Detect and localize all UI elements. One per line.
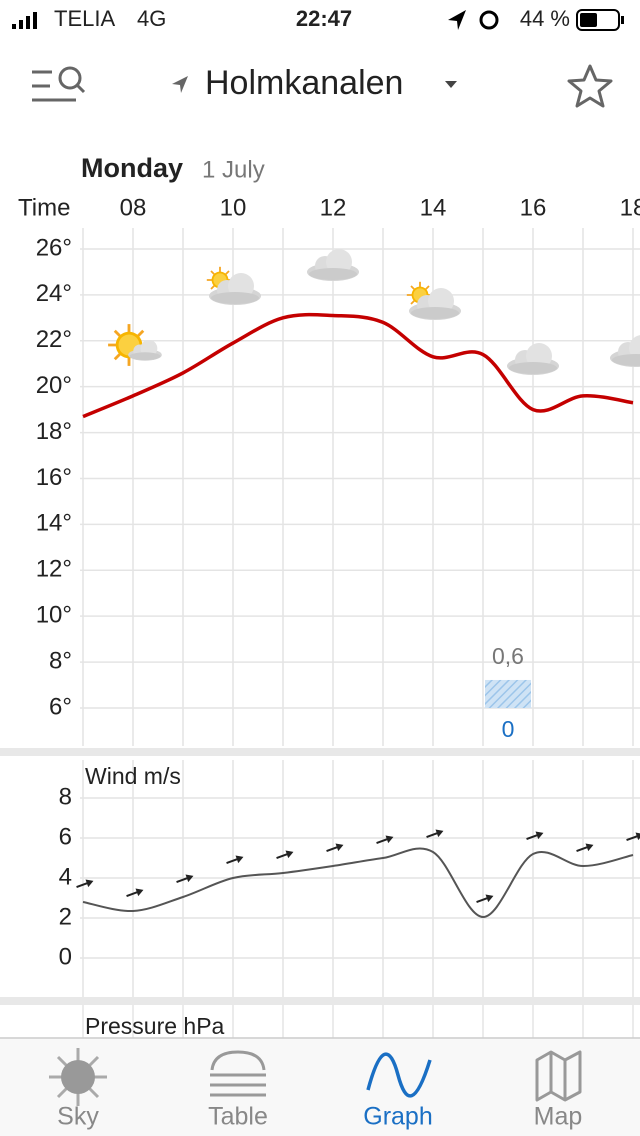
y-tick-label: 24°	[36, 280, 72, 307]
y-tick-label: 14°	[36, 510, 72, 537]
x-tick-label: 10	[220, 194, 247, 221]
location-selector[interactable]: Holmkanalen	[172, 64, 457, 102]
y-tick-label: 22°	[36, 326, 72, 353]
status-bar: TELIA 4G 22:47 44 %	[12, 6, 624, 31]
x-tick-label: 14	[420, 194, 447, 221]
battery-level: 44 %	[520, 6, 570, 31]
y-tick-label: 20°	[36, 372, 72, 399]
section-divider	[0, 997, 640, 1005]
wind-arrow-head	[335, 843, 344, 852]
wind-arrow	[126, 888, 144, 898]
tab-label: Graph	[363, 1103, 432, 1131]
menu-search-button[interactable]	[32, 66, 86, 102]
wind-arrow-head	[235, 855, 244, 864]
clock: 22:47	[296, 6, 352, 31]
grid	[80, 228, 640, 1038]
wind-arrow-head	[485, 894, 494, 903]
x-tick-label: 08	[120, 194, 147, 221]
wind-arrow	[576, 843, 594, 853]
tab-label: Table	[208, 1103, 268, 1131]
y-tick-label: 6	[59, 823, 72, 850]
favorite-button[interactable]	[567, 64, 613, 108]
wind-arrow-head	[385, 835, 394, 844]
wind-arrow	[326, 843, 344, 853]
pressure-title: Pressure hPa	[85, 1013, 225, 1039]
wind-arrow-head	[585, 843, 594, 852]
wind-arrow	[276, 850, 294, 860]
weather-icons	[106, 249, 640, 375]
wind-arrow-head	[635, 832, 640, 841]
y-tick-label: 0	[59, 943, 72, 970]
tab-label: Sky	[57, 1103, 99, 1131]
precipitation-label: 0,6	[492, 643, 524, 669]
wind-arrow	[426, 829, 444, 839]
wind-arrow	[476, 894, 494, 904]
x-tick-label: 18	[620, 194, 640, 221]
y-tick-label: 12°	[36, 556, 72, 583]
y-tick-label: 8	[59, 783, 72, 810]
tab-map[interactable]: Map	[534, 1050, 583, 1131]
carrier: TELIA	[54, 6, 115, 31]
y-tick-label: 6°	[49, 693, 72, 720]
date: 1 July	[202, 156, 265, 183]
network: 4G	[137, 6, 166, 31]
tab-sky[interactable]: Sky	[49, 1048, 107, 1131]
x-tick-label: 16	[520, 194, 547, 221]
wind-arrow	[376, 835, 394, 845]
location-name: Holmkanalen	[205, 64, 403, 102]
tab-bar: Sky Table Graph Map	[0, 1037, 640, 1136]
y-tick-label: 2	[59, 903, 72, 930]
x-axis-label: Time	[18, 194, 70, 221]
precipitation-probability: 0	[502, 716, 515, 742]
y-tick-label: 10°	[36, 602, 72, 629]
y-tick-label: 4	[59, 863, 72, 890]
tab-graph[interactable]: Graph	[363, 1052, 433, 1131]
wind-arrow	[226, 855, 244, 865]
precipitation-bar	[485, 679, 531, 708]
y-tick-label: 18°	[36, 418, 72, 445]
wind-arrow-head	[435, 829, 444, 838]
y-tick-label: 16°	[36, 464, 72, 491]
marks: 26°24°22°20°18°16°14°12°10°8°6°Time 08 10 1…	[18, 194, 640, 970]
y-tick-label: 8°	[49, 647, 72, 674]
tab-label: Map	[534, 1103, 583, 1131]
chart-title: Wind m/s	[85, 763, 181, 789]
wind-arrow-head	[85, 879, 94, 888]
wind-arrow-head	[185, 874, 194, 883]
wind-arrow	[176, 874, 194, 884]
tab-table[interactable]: Table	[208, 1050, 268, 1131]
weekday: Monday	[81, 153, 183, 183]
wind-arrow-head	[535, 831, 544, 840]
wind-arrow	[626, 832, 640, 842]
x-tick-label: 12	[320, 194, 347, 221]
wind-arrow-head	[135, 888, 144, 897]
temperature-line	[82, 312, 634, 419]
section-divider	[0, 748, 640, 756]
y-tick-label: 26°	[36, 234, 72, 261]
wind-arrow	[76, 879, 94, 889]
wind-arrow-head	[285, 850, 294, 859]
wind-arrow	[526, 831, 544, 841]
wind-line	[82, 847, 634, 919]
